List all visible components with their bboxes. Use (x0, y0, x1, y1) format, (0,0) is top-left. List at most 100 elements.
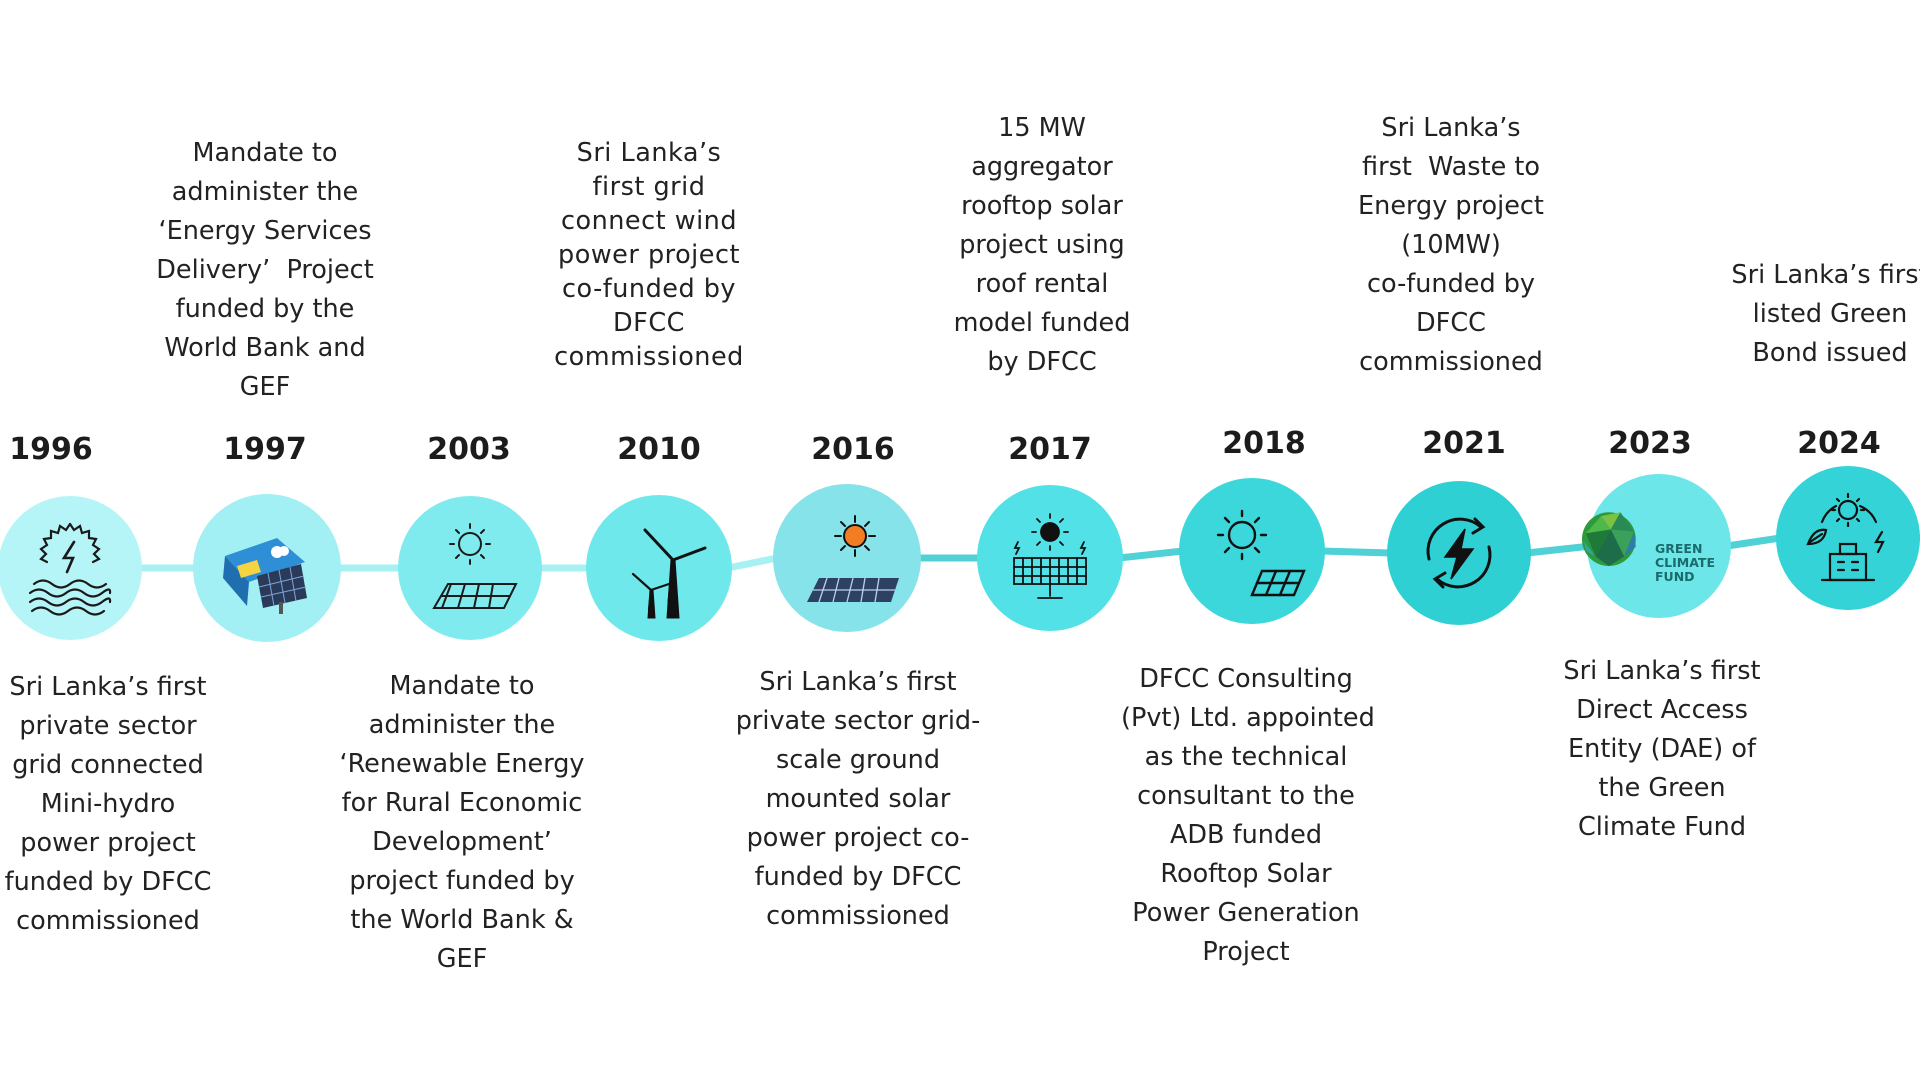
description-line: co-funded by (561, 274, 737, 304)
description-line: (10MW) (1401, 230, 1501, 260)
logo-word: FUND (1655, 569, 1695, 584)
year-label-1996: 1996 (9, 432, 93, 467)
description-line: Entity (DAE) of (1568, 734, 1756, 764)
milestone-description-2010: Sri Lanka’s first grid connect wind power p… (524, 136, 774, 374)
description-line: DFCC Consulting (1139, 664, 1353, 694)
description-line: ‘Energy Services (158, 216, 372, 246)
description-line: roof rental (975, 269, 1109, 299)
connector-segment (1320, 547, 1392, 557)
green-bond-icon (1806, 492, 1885, 582)
green-climate-fund-wordmark: GREEN CLIMATE FUND (1655, 542, 1715, 584)
milestone-description-2023: Sri Lanka’s first Direct Access Entity (DA… (1537, 652, 1787, 847)
milestone-description-2024: Sri Lanka’s first listed Green Bond issued (1705, 256, 1920, 373)
description-line: by DFCC (987, 347, 1097, 377)
milestone-node-2010 (586, 495, 732, 641)
description-line: Sri Lanka’s first (759, 667, 957, 697)
description-line: the Green (1598, 773, 1726, 803)
description-line: Climate Fund (1577, 812, 1747, 842)
year-label-2024: 2024 (1797, 426, 1881, 461)
milestone-node-2018 (1179, 478, 1325, 624)
description-line: DFCC (613, 308, 685, 338)
year-label-2017: 2017 (1008, 432, 1092, 467)
description-line: Development’ (372, 827, 552, 857)
milestone-description-2018: DFCC Consulting (Pvt) Ltd. appointed as th… (1121, 660, 1375, 972)
description-line: rooftop solar (961, 191, 1123, 221)
description-line: Sri Lanka’s first (9, 672, 207, 702)
milestone-node-2003 (398, 496, 542, 640)
description-line: consultant to the (1137, 781, 1355, 811)
description-line: Sri Lanka’s first (1563, 656, 1761, 686)
year-label-2016: 2016 (811, 432, 895, 467)
description-line: GEF (239, 372, 291, 402)
description-line: Mandate to (389, 671, 535, 701)
description-line: power project (20, 828, 196, 858)
description-line: DFCC (1416, 308, 1486, 338)
description-line: mounted solar (765, 784, 951, 814)
connector-segment (1526, 542, 1592, 557)
description-line: private sector grid- (735, 706, 981, 736)
description-line: Sri Lanka’s (1381, 113, 1521, 143)
description-line: scale ground (775, 745, 941, 775)
description-line: power project (558, 240, 740, 270)
green-climate-fund-logo (1582, 512, 1636, 567)
milestone-node-1997 (193, 494, 341, 642)
description-line: model funded (953, 308, 1131, 338)
milestone-node-2023 (1582, 474, 1731, 618)
hydro-power-icon (28, 522, 112, 616)
description-line: commissioned (1359, 347, 1543, 377)
solar-panel-sun-icon (432, 523, 518, 609)
milestone-node-1996 (0, 496, 142, 640)
year-label-2023: 2023 (1608, 426, 1692, 461)
connector-segment (727, 554, 778, 572)
description-line: Mini-hydro (40, 789, 176, 819)
description-line: commissioned (16, 906, 200, 936)
wind-turbine-icon (631, 528, 707, 619)
connector-segment (1726, 534, 1781, 550)
description-line: grid connected (12, 750, 204, 780)
milestone-description-2017: 15 MW aggregator rooftop solar project usin… (917, 109, 1167, 382)
description-line: commissioned (554, 342, 744, 372)
description-line: 15 MW (998, 113, 1086, 143)
description-line: listed Green (1752, 299, 1908, 329)
milestone-description-1996: Sri Lanka’s first private sector grid conn… (0, 668, 233, 941)
milestone-node-2017 (977, 485, 1123, 631)
solar-home-system-icon (223, 538, 307, 614)
description-line: Power Generation (1132, 898, 1360, 928)
year-label-2010: 2010 (617, 432, 701, 467)
description-line: connect wind (560, 206, 738, 236)
description-line: commissioned (766, 901, 950, 931)
description-line: the World Bank & (350, 905, 574, 935)
description-line: Project (1202, 937, 1290, 967)
description-line: Bond issued (1752, 338, 1908, 368)
description-line: Delivery’ Project (156, 255, 374, 285)
description-line: first Waste to (1362, 152, 1540, 182)
rooftop-solar-icon (1013, 513, 1087, 599)
milestone-node-2016 (773, 484, 921, 632)
description-line: (Pvt) Ltd. appointed (1121, 703, 1375, 733)
milestone-description-2016: Sri Lanka’s first private sector grid-sca… (733, 663, 983, 936)
logo-word: CLIMATE (1655, 555, 1715, 570)
year-label-1997: 1997 (223, 432, 307, 467)
milestone-node-2024 (1776, 466, 1920, 610)
description-line: for Rural Economic (341, 788, 583, 818)
description-line: Energy project (1358, 191, 1544, 221)
description-line: power project co- (746, 823, 970, 853)
description-line: GEF (436, 944, 488, 974)
description-line: funded by DFCC (4, 867, 212, 897)
description-line: Sri Lanka’s (576, 138, 722, 168)
logo-word: GREEN (1655, 541, 1703, 556)
description-line: first grid (592, 172, 706, 202)
year-label-2003: 2003 (427, 432, 511, 467)
description-line: as the technical (1144, 742, 1348, 772)
description-line: project funded by (349, 866, 575, 896)
description-line: Rooftop Solar (1160, 859, 1332, 889)
description-line: co-funded by (1366, 269, 1536, 299)
renewable-energy-cycle-icon (1426, 517, 1492, 589)
description-line: private sector (19, 711, 197, 741)
connector-segment (1118, 547, 1184, 562)
description-line: ADB funded (1169, 820, 1323, 850)
milestone-node-2021 (1387, 481, 1531, 625)
sun-solar-panel-icon (1216, 509, 1306, 597)
